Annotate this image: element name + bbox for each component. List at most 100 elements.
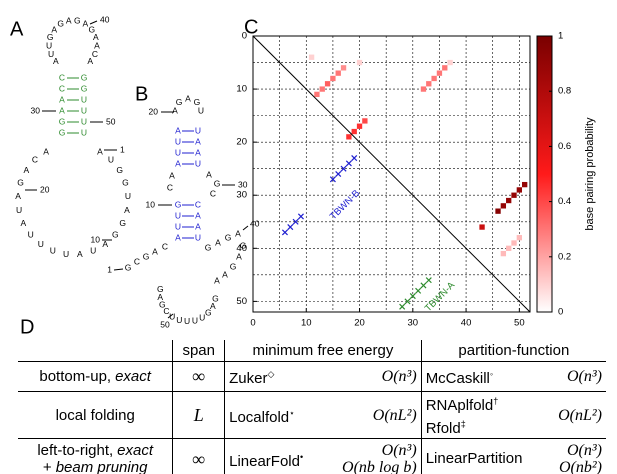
tools: Zuker◇ [229,365,274,388]
structure-marker [287,224,294,231]
nucleotide: A [195,147,201,157]
structure-marker [297,213,304,220]
nucleotide: A [83,19,89,29]
row-label-part: left-to-right, [37,442,114,459]
method-cell: McCaskill◦ O(n³) [426,365,602,388]
nucleotide: U [184,316,190,326]
nucleotide: C [167,182,173,192]
tool-mark: ‡ [460,419,466,429]
nucleotide: G [214,178,221,188]
nucleotide: G [212,294,219,304]
nucleotide: G [112,229,119,239]
header-cell: minimum free energy [224,340,422,362]
nucleotide: U [195,158,201,168]
nucleotide: G [17,178,24,188]
row-label-part: local folding [55,406,135,424]
pair-probability-cell [351,128,357,135]
complexity-line: O(n³) [381,368,417,385]
method-cell: RNAplfold† Rfold‡ O(nL²) [426,392,602,438]
structure-marker [399,303,406,310]
nucleotide: A [235,228,241,238]
colorbar-tick-label: 1 [558,31,563,42]
panel-label: A [10,18,24,40]
y-tick-label: 10 [236,84,247,95]
pair-probability-cell [335,70,341,76]
position-number: 1 [107,264,112,274]
nucleotide: A [87,56,93,66]
nucleotide: C [210,188,216,198]
tool-name: Zuker [229,370,268,387]
nucleotide: U [176,315,182,325]
row-label-part: + [42,459,52,474]
nucleotide: A [77,249,83,259]
colorbar-tick-label: 0 [558,307,563,318]
colorbar-tick-label: 0.6 [558,141,571,152]
pair-probability-cell [516,187,523,193]
nucleotide: U [81,116,87,126]
pair-probability-cell [420,86,427,92]
nucleotide: G [81,72,88,82]
nucleotide: A [66,16,72,26]
tools: RNAplfold† Rfold‡ [426,392,499,438]
nucleotide: U [90,245,96,255]
pair-probability-cell [506,197,512,204]
row-label-line: left-to-right, exact [22,442,168,459]
position-number: 1 [120,144,125,154]
nucleotide: U [81,94,87,104]
structure-marker [425,277,432,284]
nucleotide: U [175,210,181,220]
panel-label: C [244,16,258,38]
nucleotide: A [185,93,191,103]
x-tick-label: 40 [461,318,472,329]
comparison-table: span minimum free energy partition-functio… [18,340,606,474]
pf-cell: LinearPartition O(n³) O(nb²) [420,438,606,474]
nucleotide: A [195,210,201,220]
nucleotide: U [81,127,87,137]
tool: LinearFold• [229,448,303,471]
nucleotide: A [15,191,21,201]
pair-probability-cell [356,59,363,66]
nucleotide: A [175,232,181,242]
row-label-part: exact [117,442,154,459]
tool-name: RNAplfold [425,397,494,414]
panel-label: B [135,83,148,105]
tool: LinearPartition [426,450,523,468]
nucleotide: G [125,262,132,272]
complexity-line: O(nL²) [558,406,602,424]
table-row: local folding L Localfold⋆ O(nL²) RNAplfold†… [18,391,606,439]
span-cell: L [172,391,225,439]
connector [113,268,124,271]
row-label-part: exact [115,368,151,385]
nucleotide: A [195,136,201,146]
nucleotide: U [63,249,69,259]
structure-marker [420,282,427,289]
complexity-line: O(nb log b) [342,459,417,474]
y-tick-label: 20 [236,137,247,148]
panel-label: D [20,316,34,338]
complexity-line: O(n³) [566,368,602,385]
tool-name: LinearPartition [425,450,523,467]
nucleotide: G [119,218,126,228]
nucleotide: A [59,105,65,115]
nucleotide: G [116,165,123,175]
header-cell [18,340,173,362]
nucleotide: A [195,221,201,231]
pair-probability-cell [356,123,363,129]
table-row: bottom-up, exact ∞ Zuker◇ O(n³) McCaskill◦ O(n… [18,361,606,392]
nucleotide: A [210,301,216,311]
nucleotide: C [134,256,140,266]
method-cell: Localfold⋆ O(nL²) [229,404,417,427]
nucleotide: A [175,125,181,135]
nucleotide: U [195,125,201,135]
tools: Localfold⋆ [229,404,295,427]
nucleotide: U [175,147,181,157]
nucleotide: U [108,154,114,164]
tool: RNAplfold† [426,392,499,415]
nucleotide: G [122,178,129,188]
nucleotide: C [59,83,65,93]
tool: Localfold⋆ [229,404,295,427]
structure-marker [404,298,411,305]
x-tick-label: 10 [301,318,312,329]
nucleotide: A [124,205,130,215]
nucleotide: U [50,245,56,255]
